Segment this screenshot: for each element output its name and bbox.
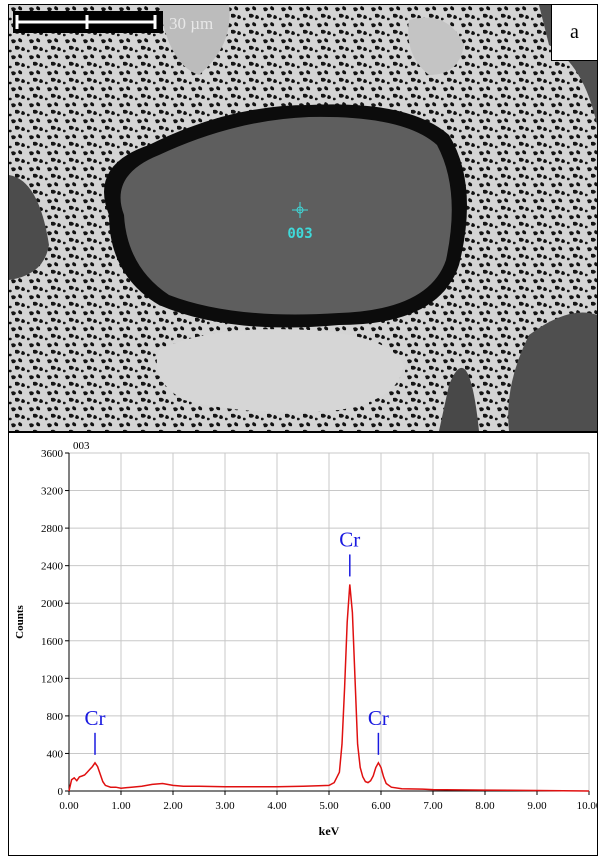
spot-label: 003: [287, 226, 312, 242]
y-tick-label: 0: [58, 786, 64, 798]
sem-micrograph: 30 µm 003 a: [8, 4, 598, 432]
x-tick-label: 10.00: [577, 800, 597, 812]
y-tick-label: 1600: [41, 636, 64, 648]
y-tick-label: 800: [47, 711, 64, 723]
x-tick-label: 6.00: [371, 800, 391, 812]
peak-label: Cr: [368, 706, 389, 730]
peak-label: Cr: [339, 527, 360, 551]
y-tick-label: 3200: [41, 486, 64, 498]
chart-title: 003: [73, 440, 90, 452]
y-tick-label: 2000: [41, 598, 64, 610]
y-tick-label: 400: [47, 748, 64, 760]
y-tick-label: 2400: [41, 561, 64, 573]
x-tick-label: 1.00: [111, 800, 131, 812]
chart-svg: 0.00 1.00 2.00 3.00 4.00 5.00 6.00 7.00 8.00 9.00…: [14, 440, 597, 838]
scale-bar: 30 µm: [13, 11, 213, 33]
y-tick-label: 3600: [41, 448, 64, 460]
x-tick-label: 2.00: [163, 800, 183, 812]
x-tick-label: 9.00: [527, 800, 547, 812]
spot-marker: 003: [287, 202, 313, 242]
micrograph-image: 30 µm 003: [9, 5, 597, 431]
y-tick-label: 1200: [41, 673, 64, 685]
eds-spectrum-chart: 0.00 1.00 2.00 3.00 4.00 5.00 6.00 7.00 8.00 9.00…: [8, 432, 598, 856]
x-tick-label: 5.00: [319, 800, 339, 812]
peak-label: Cr: [85, 706, 106, 730]
series-line: [68, 584, 590, 792]
y-axis-label: Counts: [14, 604, 26, 638]
x-tick-label: 0.00: [59, 800, 79, 812]
x-tick-label: 3.00: [215, 800, 235, 812]
x-tick-label: 7.00: [423, 800, 443, 812]
x-tick-label: 8.00: [475, 800, 495, 812]
x-axis-label: keV: [319, 824, 340, 838]
x-tick-label: 4.00: [267, 800, 287, 812]
y-tick-label: 2800: [41, 523, 64, 535]
scale-bar-label: 30 µm: [169, 14, 213, 33]
panel-label: a: [551, 5, 597, 61]
